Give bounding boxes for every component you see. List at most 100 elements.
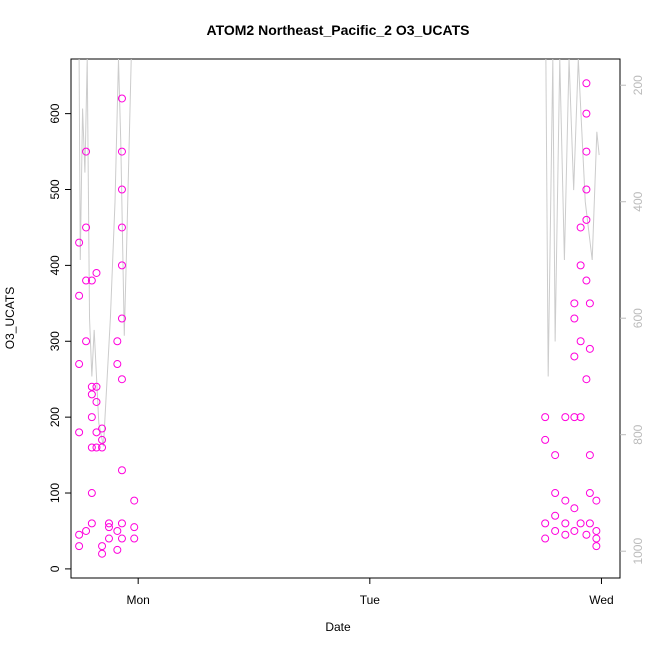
point — [92, 268, 101, 277]
point — [541, 435, 550, 444]
point — [104, 523, 113, 532]
point — [582, 215, 591, 224]
point — [113, 545, 122, 554]
point — [576, 413, 585, 422]
pressure-line — [78, 58, 600, 447]
point — [570, 352, 579, 361]
point — [561, 530, 570, 539]
y-tick-label: 600 — [48, 103, 62, 123]
point — [592, 542, 601, 551]
point — [541, 519, 550, 528]
point — [117, 261, 126, 270]
point — [570, 413, 579, 422]
point — [582, 79, 591, 88]
point — [576, 337, 585, 346]
y-tick-label: 400 — [48, 255, 62, 275]
point — [561, 413, 570, 422]
y-axis-label: O3_UCATS — [3, 287, 17, 349]
point — [75, 542, 84, 551]
point — [551, 526, 560, 535]
y2-tick-label: 1000 — [631, 538, 645, 565]
point — [87, 489, 96, 498]
point — [582, 530, 591, 539]
point — [98, 549, 107, 558]
point — [82, 223, 91, 232]
point — [551, 511, 560, 520]
point — [130, 523, 139, 532]
point — [87, 519, 96, 528]
y2-tick-label: 800 — [631, 424, 645, 444]
y2-tick-label: 200 — [631, 75, 645, 95]
point — [117, 147, 126, 156]
point — [98, 424, 107, 433]
point — [592, 534, 601, 543]
point — [570, 314, 579, 323]
point — [117, 94, 126, 103]
point — [551, 451, 560, 460]
point — [113, 526, 122, 535]
point — [82, 276, 91, 285]
point — [117, 534, 126, 543]
point — [117, 375, 126, 384]
point — [75, 291, 84, 300]
point — [87, 382, 96, 391]
point — [576, 519, 585, 528]
point — [92, 428, 101, 437]
point — [104, 519, 113, 528]
y-tick-label: 200 — [48, 407, 62, 427]
point — [98, 435, 107, 444]
point — [87, 390, 96, 399]
point — [75, 360, 84, 369]
point — [98, 443, 107, 452]
point — [582, 147, 591, 156]
point — [592, 526, 601, 535]
point — [75, 530, 84, 539]
point — [117, 519, 126, 528]
point — [117, 185, 126, 194]
point — [576, 261, 585, 270]
point — [104, 534, 113, 543]
point — [561, 519, 570, 528]
point — [582, 185, 591, 194]
point — [585, 299, 594, 308]
point — [585, 451, 594, 460]
point — [570, 526, 579, 535]
point — [570, 299, 579, 308]
point — [98, 542, 107, 551]
y-tick-label: 100 — [48, 483, 62, 503]
y2-tick-label: 600 — [631, 308, 645, 328]
point — [82, 526, 91, 535]
y-tick-label: 0 — [48, 565, 62, 572]
point — [541, 413, 550, 422]
point — [82, 337, 91, 346]
point — [82, 147, 91, 156]
point — [130, 534, 139, 543]
chart-title: ATOM2 Northeast_Pacific_2 O3_UCATS — [207, 22, 470, 38]
point — [570, 504, 579, 513]
point — [551, 489, 560, 498]
point — [561, 496, 570, 505]
y-tick-label: 300 — [48, 331, 62, 351]
y2-tick-label: 400 — [631, 191, 645, 211]
point — [117, 466, 126, 475]
point — [582, 276, 591, 285]
point — [585, 519, 594, 528]
y-tick-label: 500 — [48, 179, 62, 199]
x-tick-label: Tue — [360, 593, 381, 607]
point — [87, 413, 96, 422]
point — [582, 375, 591, 384]
point — [92, 397, 101, 406]
point — [87, 276, 96, 285]
point — [113, 337, 122, 346]
point — [585, 344, 594, 353]
point — [87, 443, 96, 452]
point — [582, 109, 591, 118]
point — [113, 360, 122, 369]
point — [541, 534, 550, 543]
point — [92, 382, 101, 391]
x-tick-label: Mon — [127, 593, 150, 607]
point — [117, 223, 126, 232]
point — [75, 238, 84, 247]
point — [92, 443, 101, 452]
